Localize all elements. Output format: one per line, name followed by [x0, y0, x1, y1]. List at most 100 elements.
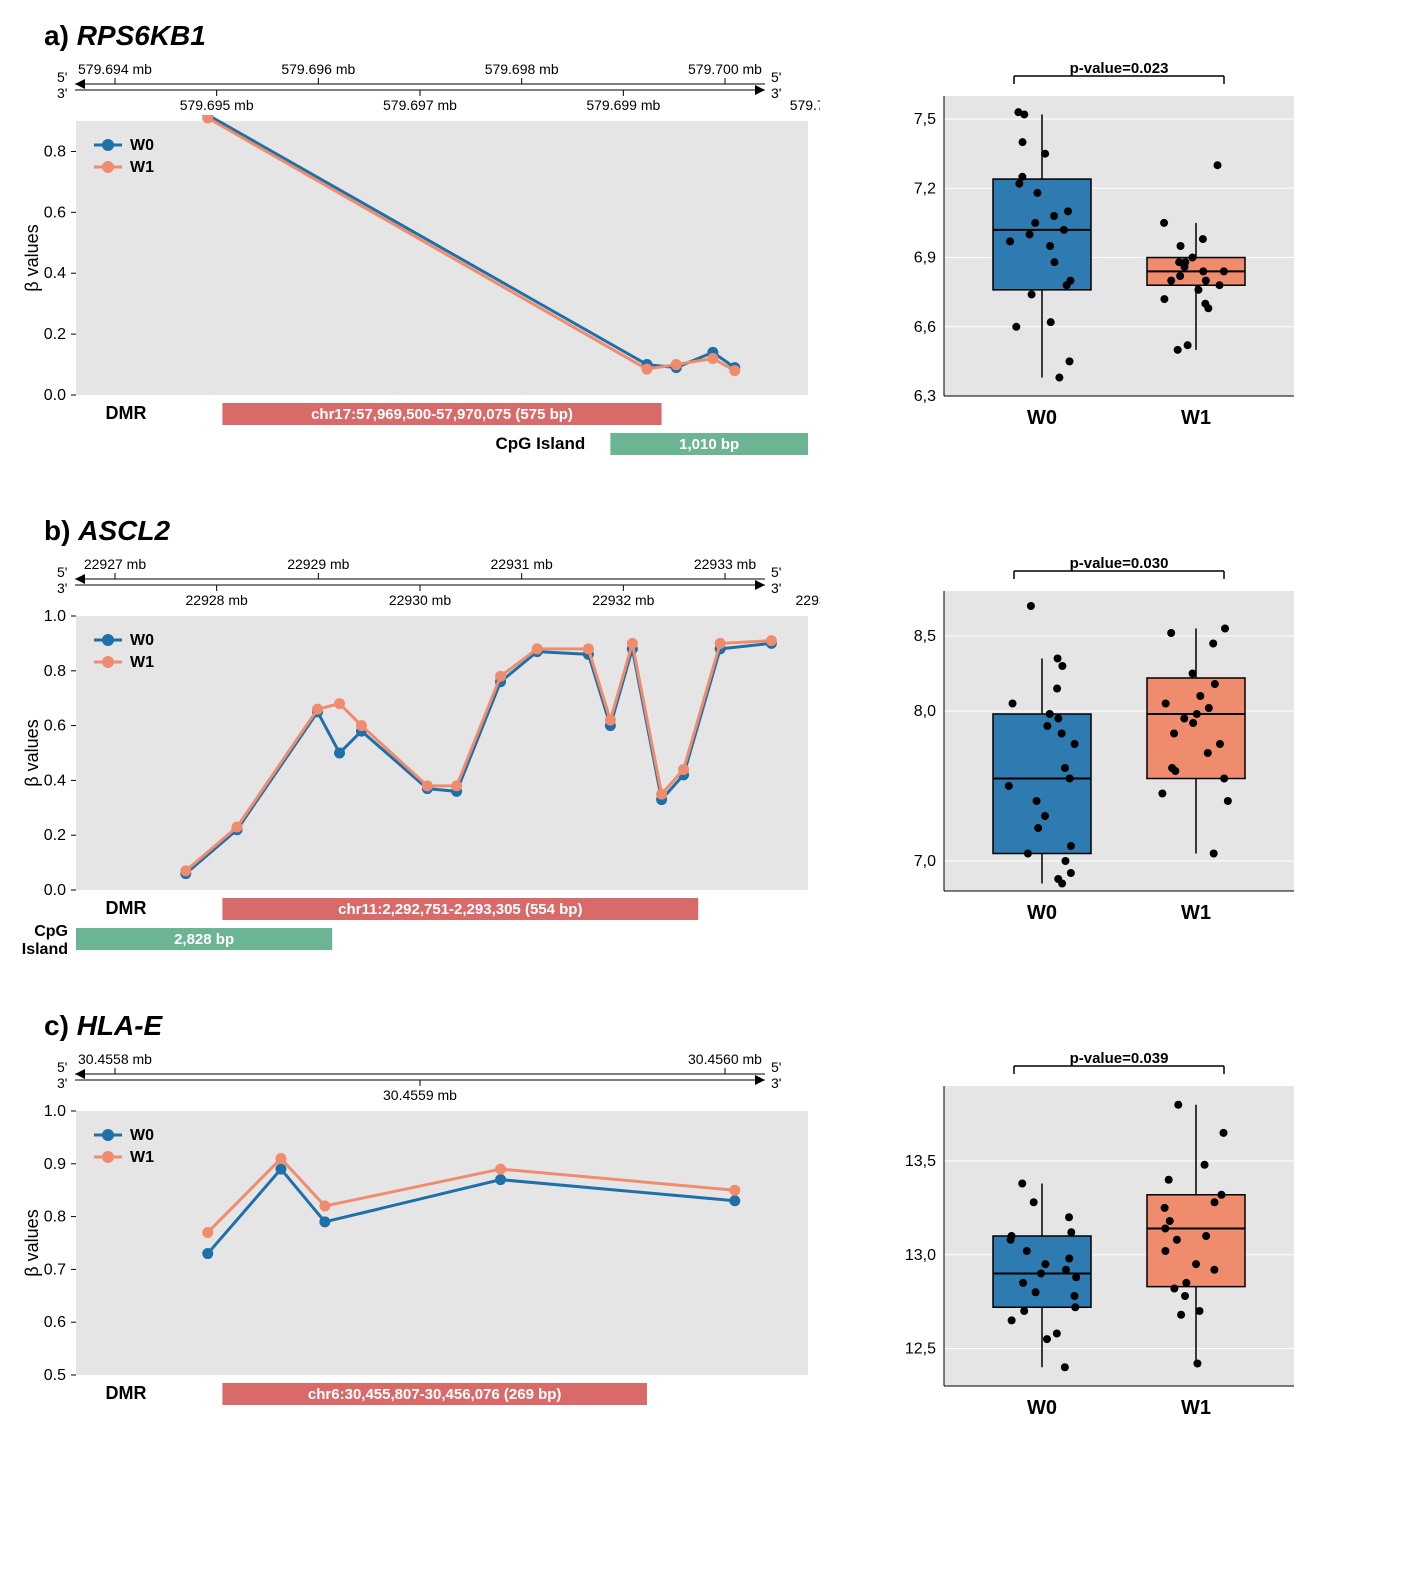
svg-text:22930 mb: 22930 mb	[389, 592, 451, 608]
svg-text:W1: W1	[130, 1149, 154, 1166]
expression-boxplot: p-value=0.039 12,5 13,0 13,5 W0 W1	[890, 1050, 1310, 1430]
svg-text:3': 3'	[57, 85, 67, 101]
svg-text:Island: Island	[22, 941, 68, 958]
svg-text:β values: β values	[22, 1209, 42, 1276]
svg-text:0.5: 0.5	[44, 1367, 66, 1384]
svg-text:5': 5'	[57, 69, 67, 85]
svg-text:W1: W1	[1181, 902, 1211, 924]
genomic-ruler: 5'5'3'3'22927 mb22929 mb22931 mb22933 mb…	[20, 555, 820, 610]
svg-text:22931 mb: 22931 mb	[491, 556, 553, 572]
svg-text:0.4: 0.4	[44, 265, 66, 282]
svg-text:W1: W1	[130, 654, 154, 671]
svg-text:3': 3'	[771, 85, 781, 101]
svg-text:22928 mb: 22928 mb	[186, 592, 248, 608]
svg-text:22929 mb: 22929 mb	[287, 556, 349, 572]
svg-text:13,5: 13,5	[905, 1153, 936, 1170]
panel-title: c) HLA-E	[44, 1010, 840, 1042]
svg-text:1.0: 1.0	[44, 610, 66, 625]
svg-text:1,010 bp: 1,010 bp	[679, 436, 739, 453]
svg-text:5': 5'	[771, 564, 781, 580]
svg-text:chr17:57,969,500-57,970,075 (5: chr17:57,969,500-57,970,075 (575 bp)	[311, 406, 573, 423]
beta-linechart: 0.5 0.6 0.7 0.8 0.9 1.0 β values W0 W1 DMR chr6:30…	[20, 1105, 820, 1425]
svg-text:579.694 mb: 579.694 mb	[78, 61, 152, 77]
figure-root: a) RPS6KB15'5'3'3'579.694 mb579.696 mb57…	[20, 20, 1398, 1430]
genomic-ruler: 5'5'3'3'30.4558 mb30.4560 mb30.4559 mb30…	[20, 1050, 820, 1105]
svg-text:7,5: 7,5	[914, 111, 936, 128]
svg-text:6,9: 6,9	[914, 250, 936, 267]
svg-text:0.0: 0.0	[44, 882, 66, 899]
svg-text:0.8: 0.8	[44, 143, 66, 160]
expression-boxplot: p-value=0.030 7,0 8,0 8,5 W0 W1	[890, 555, 1310, 935]
svg-text:DMR: DMR	[106, 898, 147, 918]
svg-text:22927 mb: 22927 mb	[84, 556, 146, 572]
svg-text:W0: W0	[130, 1127, 154, 1144]
svg-text:W1: W1	[1181, 407, 1211, 429]
svg-text:22933 mb: 22933 mb	[694, 556, 756, 572]
svg-text:579.700 mb: 579.700 mb	[688, 61, 762, 77]
svg-text:W0: W0	[130, 632, 154, 649]
svg-text:3': 3'	[771, 580, 781, 596]
svg-text:CpG Island: CpG Island	[495, 434, 585, 453]
beta-linechart: 0.00.20.40.60.8β valuesW0W1DMRchr17:57,9…	[20, 115, 820, 475]
svg-text:30.4560 mb: 30.4560 mb	[688, 1051, 762, 1067]
svg-text:579.696 mb: 579.696 mb	[281, 61, 355, 77]
svg-text:W0: W0	[1027, 407, 1057, 429]
svg-text:DMR: DMR	[106, 1383, 147, 1403]
svg-text:0.6: 0.6	[44, 1314, 66, 1331]
svg-text:DMR: DMR	[106, 403, 147, 423]
svg-text:0.8: 0.8	[44, 1209, 66, 1226]
svg-text:579.698 mb: 579.698 mb	[485, 61, 559, 77]
svg-text:β values: β values	[22, 719, 42, 786]
svg-text:579.699 mb: 579.699 mb	[586, 97, 660, 113]
svg-text:579.695 mb: 579.695 mb	[180, 97, 254, 113]
svg-text:CpG: CpG	[34, 923, 68, 940]
svg-text:0.6: 0.6	[44, 718, 66, 735]
svg-text:6,3: 6,3	[914, 388, 936, 405]
svg-text:22932 mb: 22932 mb	[592, 592, 654, 608]
svg-text:30.4558 mb: 30.4558 mb	[78, 1051, 152, 1067]
svg-text:5': 5'	[57, 564, 67, 580]
svg-text:W0: W0	[1027, 902, 1057, 924]
svg-text:0.4: 0.4	[44, 772, 66, 789]
svg-text:30.4559 mb: 30.4559 mb	[383, 1087, 457, 1103]
svg-text:p-value=0.030: p-value=0.030	[1070, 555, 1169, 572]
svg-text:6,6: 6,6	[914, 319, 936, 336]
svg-text:chr11:2,292,751-2,293,305 (554: chr11:2,292,751-2,293,305 (554 bp)	[338, 901, 582, 918]
svg-text:0.6: 0.6	[44, 204, 66, 221]
svg-text:0.2: 0.2	[44, 827, 66, 844]
expression-boxplot: p-value=0.023 6,3 6,6 6,9 7,2 7,5 W0 W1	[890, 60, 1310, 440]
svg-text:5': 5'	[57, 1059, 67, 1075]
svg-text:2,828 bp: 2,828 bp	[174, 931, 234, 948]
svg-text:579.697 mb: 579.697 mb	[383, 97, 457, 113]
svg-text:3': 3'	[771, 1075, 781, 1091]
svg-text:3': 3'	[57, 580, 67, 596]
svg-text:8,0: 8,0	[914, 703, 936, 720]
panel-a: a) RPS6KB15'5'3'3'579.694 mb579.696 mb57…	[20, 20, 1398, 475]
svg-text:7,0: 7,0	[914, 853, 936, 870]
svg-text:5': 5'	[771, 1059, 781, 1075]
svg-text:22934 mb: 22934 mb	[796, 592, 820, 608]
svg-text:W0: W0	[1027, 1397, 1057, 1419]
svg-text:0.9: 0.9	[44, 1156, 66, 1173]
genomic-ruler: 5'5'3'3'579.694 mb579.696 mb579.698 mb57…	[20, 60, 820, 115]
svg-text:5': 5'	[771, 69, 781, 85]
svg-text:chr6:30,455,807-30,456,076 (26: chr6:30,455,807-30,456,076 (269 bp)	[308, 1386, 562, 1403]
panel-b: b) ASCL25'5'3'3'22927 mb22929 mb22931 mb…	[20, 515, 1398, 970]
svg-text:3': 3'	[57, 1075, 67, 1091]
svg-text:p-value=0.023: p-value=0.023	[1070, 60, 1169, 77]
panel-title: a) RPS6KB1	[44, 20, 840, 52]
svg-text:7,2: 7,2	[914, 180, 936, 197]
svg-text:W0: W0	[130, 137, 154, 154]
svg-text:W1: W1	[130, 159, 154, 176]
svg-text:p-value=0.039: p-value=0.039	[1070, 1050, 1169, 1067]
svg-text:W1: W1	[1181, 1397, 1211, 1419]
svg-text:0.8: 0.8	[44, 663, 66, 680]
svg-text:579.701 mb: 579.701 mb	[790, 97, 820, 113]
svg-text:1.0: 1.0	[44, 1105, 66, 1120]
svg-text:13,0: 13,0	[905, 1247, 936, 1264]
panel-c: c) HLA-E5'5'3'3'30.4558 mb30.4560 mb30.4…	[20, 1010, 1398, 1430]
svg-text:8,5: 8,5	[914, 628, 936, 645]
svg-text:0.2: 0.2	[44, 326, 66, 343]
svg-text:12,5: 12,5	[905, 1341, 936, 1358]
svg-text:0.7: 0.7	[44, 1261, 66, 1278]
